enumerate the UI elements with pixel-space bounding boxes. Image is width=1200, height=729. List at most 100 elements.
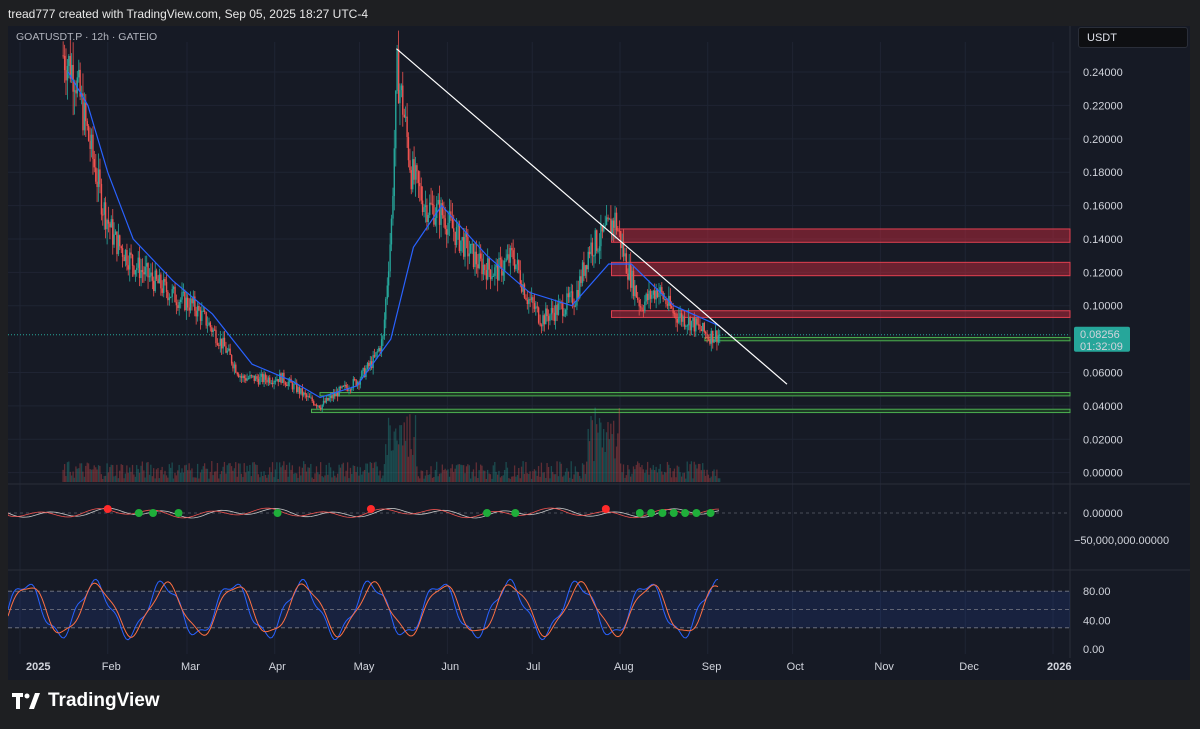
volume-bar [363, 469, 366, 482]
candle-body [225, 346, 227, 353]
candle-body [276, 379, 278, 381]
candle-body [304, 392, 306, 395]
volume-bar [583, 464, 585, 482]
volume-bar [270, 472, 272, 482]
volume-bar [147, 461, 149, 482]
candle-body [424, 205, 427, 208]
candle-body [315, 404, 318, 407]
volume-bar [573, 474, 575, 482]
candle-body [120, 246, 122, 249]
candle-body [320, 407, 322, 410]
volume-bar [264, 474, 267, 482]
candle-body [313, 401, 315, 405]
volume-bar [676, 465, 678, 482]
candle-body [477, 264, 479, 269]
volume-bar [508, 478, 510, 482]
candle-body [434, 218, 437, 225]
volume-bar [536, 475, 538, 482]
candle-body [117, 235, 120, 255]
volume-bar [526, 473, 528, 482]
volume-bar [294, 472, 296, 482]
volume-bar [126, 465, 128, 482]
volume-bar [359, 467, 361, 482]
candle-body [90, 134, 93, 149]
oscillator-green-dot [149, 509, 158, 517]
candle-body [653, 290, 656, 300]
volume-bar [178, 464, 180, 482]
candle-body [396, 49, 398, 91]
volume-bar [594, 407, 596, 482]
candle-body [242, 375, 244, 378]
volume-bar [412, 454, 414, 482]
volume-bar [79, 463, 81, 482]
volume-bar [607, 422, 609, 482]
candle-body [454, 231, 456, 245]
volume-bar [663, 471, 666, 482]
candle-body [311, 397, 313, 402]
candle-body [416, 165, 418, 172]
candle-body [450, 211, 452, 218]
volume-bar [286, 464, 288, 482]
candle-body [503, 260, 506, 272]
volume-bar [273, 477, 275, 482]
volume-bar [704, 475, 707, 482]
candle-body [685, 325, 687, 327]
candle-body [232, 363, 234, 369]
volume-bar [569, 477, 571, 482]
candle-body [280, 373, 282, 384]
volume-bar [253, 462, 255, 482]
candle-body [366, 362, 369, 370]
volume-bar [123, 478, 125, 482]
tradingview-logo[interactable]: TradingView [12, 690, 160, 712]
candle-body [281, 372, 284, 384]
volume-bar [586, 461, 588, 482]
currency-selector[interactable]: USDT [1078, 27, 1188, 48]
candle-body [556, 304, 558, 315]
candle-body [506, 254, 509, 259]
volume-bar [689, 464, 691, 482]
volume-bar [192, 477, 194, 482]
volume-bar [372, 468, 374, 482]
candle-body [186, 297, 189, 308]
candle-body [182, 291, 185, 293]
volume-bar [195, 477, 197, 482]
candle-body [397, 49, 400, 104]
candle-body [228, 348, 230, 351]
volume-bar [331, 477, 333, 482]
volume-bar [479, 464, 482, 482]
candle-body [437, 199, 439, 204]
candle-body [675, 313, 677, 319]
volume-bar [269, 467, 271, 482]
volume-bar [349, 467, 352, 482]
volume-bar [247, 471, 250, 482]
candle-body [344, 384, 346, 387]
volume-bar [709, 478, 711, 482]
volume-bar [550, 466, 553, 482]
volume-bar [351, 473, 353, 482]
volume-bar [404, 440, 407, 482]
candle-body [93, 159, 95, 168]
price-tick-label: 0.16000 [1083, 201, 1123, 213]
oscillator-tick-label: 0.00000 [1083, 508, 1123, 520]
volume-bar [86, 462, 88, 482]
candle-body [576, 290, 578, 306]
candle-body [322, 400, 325, 405]
candle-body [158, 274, 161, 284]
candle-body [559, 302, 561, 304]
volume-bar [525, 461, 527, 482]
candle-body [273, 380, 275, 384]
candle-body [499, 257, 502, 260]
candle-body [455, 227, 458, 245]
volume-bar [141, 461, 143, 482]
volume-bar [467, 464, 469, 482]
candle-body [126, 250, 128, 266]
candle-body [478, 253, 480, 269]
volume-bar [298, 466, 301, 482]
volume-bar [127, 472, 129, 482]
volume-bar [311, 477, 313, 482]
candle-body [252, 375, 254, 377]
candle-body [591, 242, 594, 256]
chart-panel[interactable]: 0.24000 0.22000 0.20000 0.18000 0.16000 0.140… [8, 26, 1190, 680]
chart-canvas[interactable]: 0.24000 0.22000 0.20000 0.18000 0.16000 0.140… [8, 26, 1190, 680]
volume-bar [417, 476, 420, 482]
